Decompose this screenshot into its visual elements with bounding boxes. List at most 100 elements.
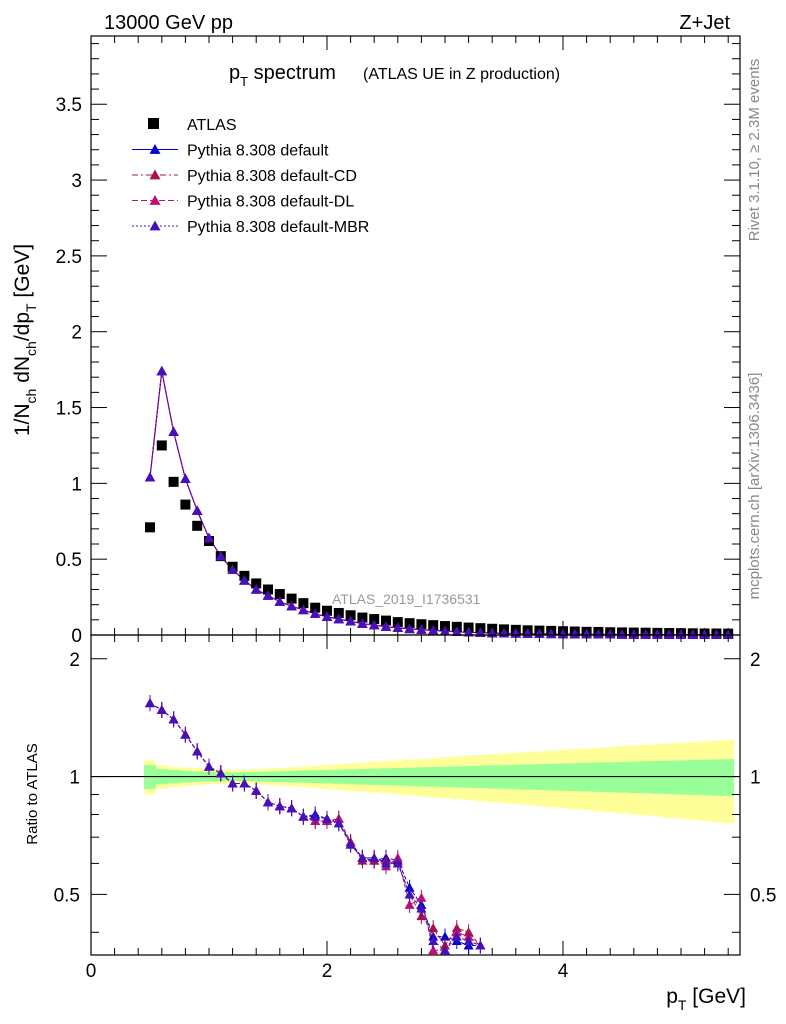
y-label-sub: ch xyxy=(23,341,39,356)
ratio-data-point xyxy=(286,803,297,813)
ratio-data-point xyxy=(322,813,332,823)
ratio-y-tick-label-right: 1 xyxy=(750,768,761,789)
data-point-mc xyxy=(451,626,462,636)
ratio-y-tick-label-right: 2 xyxy=(750,650,761,671)
data-point-mc xyxy=(581,629,592,639)
data-point-atlas xyxy=(251,578,262,589)
ratio-data-point xyxy=(251,785,262,795)
ratio-data-point xyxy=(416,903,427,913)
ratio-data-point xyxy=(333,818,344,828)
ratio-data-point xyxy=(274,801,285,811)
ratio-inner-band xyxy=(144,759,735,796)
data-point-mc xyxy=(286,600,297,611)
ratio-data-point xyxy=(145,698,155,708)
data-point-mc xyxy=(557,628,569,639)
data-point-mc xyxy=(723,629,734,640)
ratio-data-point xyxy=(192,746,203,756)
ratio-data-point xyxy=(156,704,167,714)
ratio-y-axis-label: Ratio to ATLAS xyxy=(24,743,41,844)
x-tick-label: 0 xyxy=(86,961,97,982)
process-label: Z+Jet xyxy=(679,12,730,34)
ratio-data-point xyxy=(451,931,462,941)
data-point-mc xyxy=(404,623,415,634)
data-point-mc xyxy=(687,629,698,639)
legend-label: Pythia 8.308 default-MBR xyxy=(187,219,369,236)
data-point-mc xyxy=(251,584,262,594)
data-point-mc xyxy=(227,564,238,574)
data-point-mc xyxy=(380,621,392,631)
rivet-label: Rivet 3.1.10, ≥ 2.3M events xyxy=(746,59,763,242)
data-point-atlas xyxy=(145,522,155,533)
ratio-data-point xyxy=(440,945,450,955)
x-label-sub: T xyxy=(678,997,687,1013)
ratio-data-point xyxy=(345,839,356,849)
data-point-mc xyxy=(180,473,191,483)
main-y-label-text: 1/Nch dNch/dpT [GeV] xyxy=(11,244,39,436)
legend-marker-mc xyxy=(149,195,161,205)
ratio-data-point xyxy=(369,852,380,862)
data-point-mc xyxy=(628,629,639,639)
legend-marker-mc xyxy=(149,169,161,180)
data-point-mc xyxy=(144,472,156,482)
ratio-frame xyxy=(90,634,741,956)
data-point-mc xyxy=(416,624,427,634)
data-point-atlas xyxy=(404,618,415,629)
ratio-data-point xyxy=(428,923,439,933)
data-point-mc xyxy=(428,625,439,635)
ratio-data-point xyxy=(298,811,309,821)
ratio-data-point xyxy=(392,858,403,868)
data-point-atlas xyxy=(286,593,297,604)
data-point-atlas xyxy=(381,615,391,626)
data-point-atlas xyxy=(274,589,285,600)
y-tick-label: 2 xyxy=(71,323,82,344)
x-label-unit: [GeV] xyxy=(686,985,746,1008)
ratio-data-point xyxy=(428,945,439,955)
y-tick-label: 0 xyxy=(71,626,82,647)
ratio-data-point xyxy=(204,761,214,771)
y-tick-label: 1.5 xyxy=(56,399,82,420)
y-label-part: dN xyxy=(11,356,34,389)
energy-label: 13000 GeV pp xyxy=(104,12,233,34)
x-axis-label: pT [GeV] xyxy=(666,985,746,1013)
data-point-mc xyxy=(652,629,663,639)
data-point-mc xyxy=(699,629,710,640)
analysis-label: ATLAS_2019_I1736531 xyxy=(332,591,481,607)
data-point-mc xyxy=(274,596,285,606)
data-point-atlas xyxy=(369,614,380,625)
x-tick-label: 4 xyxy=(558,961,569,982)
ratio-y-tick-label: 0.5 xyxy=(54,885,80,906)
data-point-atlas xyxy=(298,598,309,609)
data-point-mc xyxy=(298,604,309,615)
ratio-data-point xyxy=(440,931,450,941)
title-rest: spectrum xyxy=(248,62,336,84)
x-tick-label: 2 xyxy=(322,961,333,982)
main-y-axis-label: 1/Nch dNch/dpT [GeV] xyxy=(11,244,39,436)
ratio-series-line xyxy=(149,702,481,951)
y-label-part: [GeV] xyxy=(11,244,34,304)
ratio-data-point xyxy=(168,714,179,724)
data-point-mc xyxy=(192,505,203,515)
legend-marker-atlas xyxy=(148,118,159,129)
data-point-mc xyxy=(156,365,167,376)
svg-text:pT spectrum: pT spectrum xyxy=(229,62,336,89)
y-label-part: /dp xyxy=(11,312,34,341)
data-point-atlas xyxy=(333,608,344,619)
ratio-data-point xyxy=(475,940,486,950)
title-paren: (ATLAS UE in Z production) xyxy=(363,66,560,83)
data-point-mc xyxy=(310,608,321,618)
data-point-mc xyxy=(262,590,274,600)
data-point-mc xyxy=(534,628,545,638)
data-point-atlas xyxy=(392,617,403,628)
ratio-data-point xyxy=(357,852,368,862)
ratio-data-point xyxy=(310,811,321,821)
legend-label: ATLAS xyxy=(187,117,237,134)
data-point-mc xyxy=(203,532,215,543)
data-point-mc xyxy=(321,611,333,621)
y-tick-label: 1 xyxy=(71,474,82,495)
data-point-mc xyxy=(463,627,474,637)
legend-label: Pythia 8.308 default-DL xyxy=(187,194,354,211)
y-label-sub: ch xyxy=(23,389,39,404)
data-point-atlas xyxy=(345,610,356,621)
legend-marker-mc xyxy=(149,220,161,231)
